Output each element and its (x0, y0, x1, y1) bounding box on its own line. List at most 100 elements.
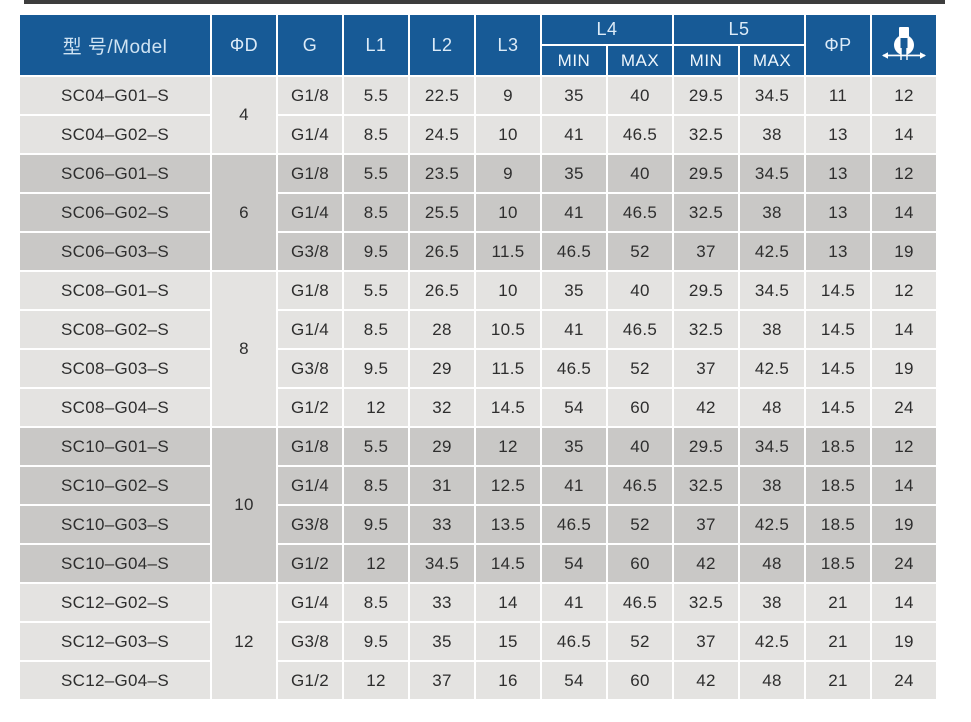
cell-g: G1/2 (278, 662, 342, 699)
table-row: SC12–G02–S 12 G1/4 8.5 33 14 41 46.5 32.5 38 21 14 (20, 584, 936, 699)
table-header: 型 号/Model ΦD G L1 L2 L3 L4 L5 ΦP (20, 15, 936, 75)
table-row: SC08–G02–S G1/4 8.5 28 10.5 41 46.5 32.5 38 14.5 1… (20, 311, 936, 348)
cell-wrench: 19 (872, 506, 936, 543)
cell-l5-min: 29.5 (674, 77, 738, 114)
cell-phi-d: 6 (212, 155, 276, 270)
cell-l4-max: 46.5 (608, 584, 672, 621)
cell-l5-max: 38 (740, 467, 804, 504)
cell-l1: 8.5 (344, 116, 408, 153)
cell-l4-max: 46.5 (608, 116, 672, 153)
cell-l1: 12 (344, 545, 408, 582)
cell-model: SC12–G03–S (20, 623, 210, 660)
cell-l5-max: 38 (740, 116, 804, 153)
cell-l1: 8.5 (344, 311, 408, 348)
cell-phi-p: 21 (806, 623, 870, 660)
table-row: SC10–G02–S G1/4 8.5 31 12.5 41 46.5 32.5 38 18.5 1… (20, 467, 936, 504)
cell-l2: 26.5 (410, 233, 474, 270)
cell-l4-max: 60 (608, 545, 672, 582)
cell-l5-max: 42.5 (740, 623, 804, 660)
cell-l1: 12 (344, 389, 408, 426)
cell-l3: 10 (476, 116, 540, 153)
cell-model: SC08–G03–S (20, 350, 210, 387)
col-header-g: G (278, 15, 342, 75)
cell-l4-min: 41 (542, 116, 606, 153)
cell-l4-min: 35 (542, 428, 606, 465)
cell-l3: 11.5 (476, 233, 540, 270)
cell-g: G1/4 (278, 116, 342, 153)
col-header-phi-p: ΦP (806, 15, 870, 75)
cell-g: G1/4 (278, 311, 342, 348)
table-row: SC12–G04–S G1/2 12 37 16 54 60 42 48 21 24 (20, 662, 936, 699)
cell-phi-p: 21 (806, 662, 870, 699)
table-row: SC08–G03–S G3/8 9.5 29 11.5 46.5 52 37 42.5 14.5 1… (20, 350, 936, 387)
cell-phi-p: 14.5 (806, 311, 870, 348)
cell-phi-d: 10 (212, 428, 276, 582)
cell-g: G1/8 (278, 77, 342, 114)
cell-l5-max: 48 (740, 662, 804, 699)
cell-l5-min: 37 (674, 350, 738, 387)
cell-l5-min: 29.5 (674, 428, 738, 465)
cell-wrench: 14 (872, 584, 936, 621)
cell-l1: 9.5 (344, 506, 408, 543)
cell-l3: 10 (476, 272, 540, 309)
cell-l1: 8.5 (344, 467, 408, 504)
cell-l1: 9.5 (344, 623, 408, 660)
cell-l1: 9.5 (344, 233, 408, 270)
cell-l4-max: 46.5 (608, 467, 672, 504)
cell-l4-max: 60 (608, 662, 672, 699)
cell-l5-min: 32.5 (674, 116, 738, 153)
cell-l4-max: 52 (608, 350, 672, 387)
cell-phi-p: 14.5 (806, 389, 870, 426)
cell-wrench: 24 (872, 389, 936, 426)
cell-model: SC10–G03–S (20, 506, 210, 543)
cell-l5-min: 32.5 (674, 311, 738, 348)
cell-l5-min: 37 (674, 506, 738, 543)
cell-phi-p: 14.5 (806, 272, 870, 309)
cell-l5-max: 38 (740, 584, 804, 621)
col-header-l5-max: MAX (740, 46, 804, 75)
table-row: SC10–G01–S 10 G1/8 5.5 29 12 35 40 29.5 34.5 18.5 1… (20, 428, 936, 582)
cell-l5-max: 34.5 (740, 272, 804, 309)
cell-model: SC08–G02–S (20, 311, 210, 348)
cell-phi-d: 12 (212, 584, 276, 699)
cell-l5-min: 42 (674, 545, 738, 582)
col-header-l4-group: L4 (542, 15, 672, 44)
cell-l5-min: 32.5 (674, 194, 738, 231)
col-header-phi-d: ΦD (212, 15, 276, 75)
cell-l3: 10 (476, 194, 540, 231)
cell-g: G1/8 (278, 428, 342, 465)
col-header-l4-min: MIN (542, 46, 606, 75)
cell-wrench: 19 (872, 233, 936, 270)
table-row: SC12–G03–S G3/8 9.5 35 15 46.5 52 37 42.5 21 19 (20, 623, 936, 660)
cell-phi-p: 13 (806, 116, 870, 153)
cell-l3: 10.5 (476, 311, 540, 348)
cell-l5-min: 29.5 (674, 272, 738, 309)
cell-l3: 11.5 (476, 350, 540, 387)
cell-l2: 23.5 (410, 155, 474, 192)
top-crop-bar (24, 0, 945, 4)
cell-phi-p: 13 (806, 155, 870, 192)
cell-l4-min: 54 (542, 545, 606, 582)
cell-l4-max: 40 (608, 428, 672, 465)
cell-l4-max: 60 (608, 389, 672, 426)
cell-l4-min: 35 (542, 77, 606, 114)
cell-model: SC10–G01–S (20, 428, 210, 465)
cell-l4-min: 35 (542, 155, 606, 192)
cell-l5-max: 38 (740, 194, 804, 231)
cell-g: G3/8 (278, 623, 342, 660)
cell-model: SC10–G04–S (20, 545, 210, 582)
col-header-l5-group: L5 (674, 15, 804, 44)
cell-l1: 8.5 (344, 584, 408, 621)
cell-wrench: 12 (872, 155, 936, 192)
table-row: SC06–G03–S G3/8 9.5 26.5 11.5 46.5 52 37 42.5 13 1… (20, 233, 936, 270)
cell-phi-p: 18.5 (806, 506, 870, 543)
cell-l2: 25.5 (410, 194, 474, 231)
cell-model: SC08–G04–S (20, 389, 210, 426)
table-body: SC04–G01–S 4 G1/8 5.5 22.5 9 35 40 29.5 34.5 11 12 S… (20, 77, 936, 699)
cell-l2: 29 (410, 350, 474, 387)
cell-l2: 31 (410, 467, 474, 504)
cell-phi-p: 13 (806, 194, 870, 231)
cell-l2: 26.5 (410, 272, 474, 309)
cell-l5-min: 42 (674, 389, 738, 426)
cell-l5-min: 29.5 (674, 155, 738, 192)
